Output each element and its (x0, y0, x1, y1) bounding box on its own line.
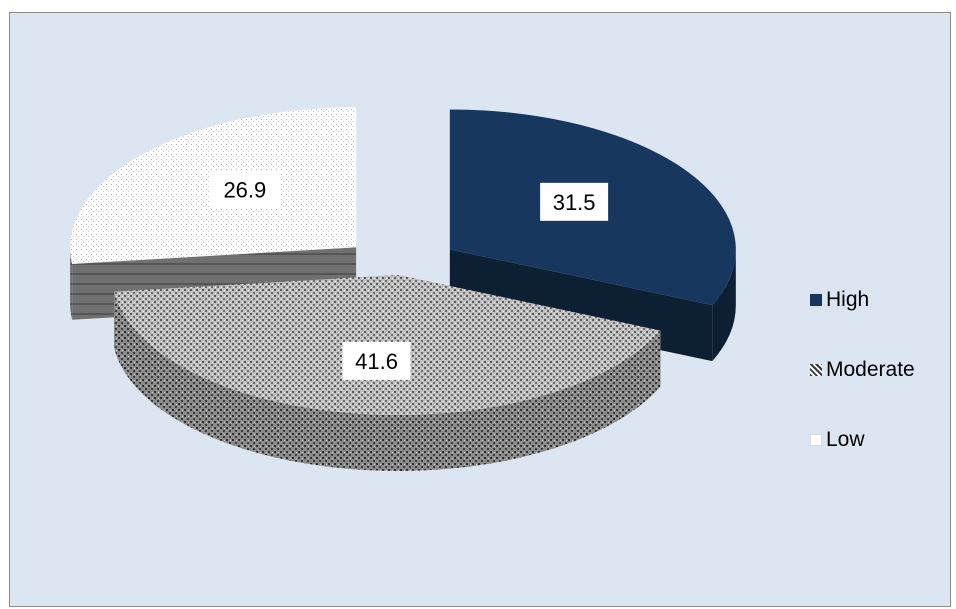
slice-low-side (70, 247, 73, 320)
data-label-high: 31.5 (540, 182, 609, 221)
legend-item-low[interactable]: Low (810, 405, 950, 475)
legend-label-high: High (826, 288, 870, 311)
data-label-low: 26.9 (210, 170, 279, 209)
svg-text:31.5: 31.5 (553, 190, 596, 215)
legend-item-high[interactable]: High (810, 265, 950, 335)
svg-text:26.9: 26.9 (223, 178, 266, 203)
solid-square-icon (810, 294, 822, 306)
chart-area: 26.9 31.5 41.6 High Moderate Low (9, 12, 951, 607)
light-dot-square-icon (810, 434, 822, 446)
legend-item-moderate[interactable]: Moderate (810, 335, 950, 405)
dotted-pattern-square-icon (810, 364, 822, 376)
slice-high-side (712, 249, 736, 362)
pie-chart: 26.9 31.5 41.6 (69, 106, 736, 471)
svg-text:41.6: 41.6 (355, 349, 398, 374)
legend: High Moderate Low (810, 265, 950, 475)
slice-moderate-side (114, 291, 661, 471)
legend-label-low: Low (826, 428, 865, 451)
legend-label-moderate: Moderate (826, 358, 915, 381)
data-label-moderate: 41.6 (342, 341, 411, 380)
